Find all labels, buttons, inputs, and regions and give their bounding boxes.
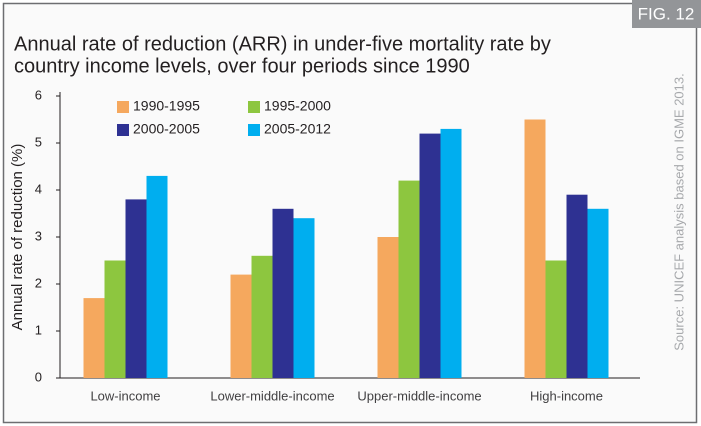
bar	[104, 260, 126, 378]
y-tick-label: 2	[35, 275, 42, 290]
y-tick-label: 3	[35, 228, 42, 243]
y-tick-label: 5	[35, 134, 42, 149]
y-tick-label: 1	[35, 322, 42, 337]
legend-label: 2000-2005	[133, 121, 200, 137]
chart-title: country income levels, over four periods…	[14, 55, 470, 77]
bar	[524, 119, 546, 378]
bar	[272, 208, 294, 378]
fig-label-box	[632, 0, 701, 28]
fig-label: FIG. 12	[638, 4, 695, 23]
chart-title: Annual rate of reduction (ARR) in under-…	[14, 33, 551, 55]
y-tick-label: 4	[35, 181, 42, 196]
legend-label: 1995-2000	[264, 98, 331, 114]
bar	[293, 218, 315, 378]
x-tick-label: Lower-middle-income	[210, 388, 334, 403]
legend-swatch	[248, 101, 260, 113]
bar	[440, 128, 462, 378]
legend-swatch	[117, 124, 129, 136]
bar	[377, 237, 399, 378]
bar	[230, 274, 252, 378]
legend-label: 1990-1995	[133, 98, 200, 114]
bar	[566, 194, 588, 378]
x-tick-label: High-income	[530, 388, 603, 403]
legend-swatch	[248, 124, 260, 136]
legend-label: 2005-2012	[264, 121, 331, 137]
x-tick-label: Low-income	[90, 388, 160, 403]
bar	[398, 180, 420, 378]
bar	[83, 298, 105, 378]
y-tick-label: 0	[35, 369, 42, 384]
x-tick-label: Upper-middle-income	[357, 388, 481, 403]
bar	[146, 175, 168, 378]
source: Source: UNICEF analysis based on IGME 20…	[671, 73, 686, 350]
y-axis-label: Annual rate of reduction (%)	[9, 144, 26, 331]
bar	[251, 255, 273, 378]
y-tick-label: 6	[35, 87, 42, 102]
bar	[125, 199, 147, 378]
bar	[419, 133, 441, 378]
bar	[587, 208, 609, 378]
bar	[545, 260, 567, 378]
legend-swatch	[117, 101, 129, 113]
